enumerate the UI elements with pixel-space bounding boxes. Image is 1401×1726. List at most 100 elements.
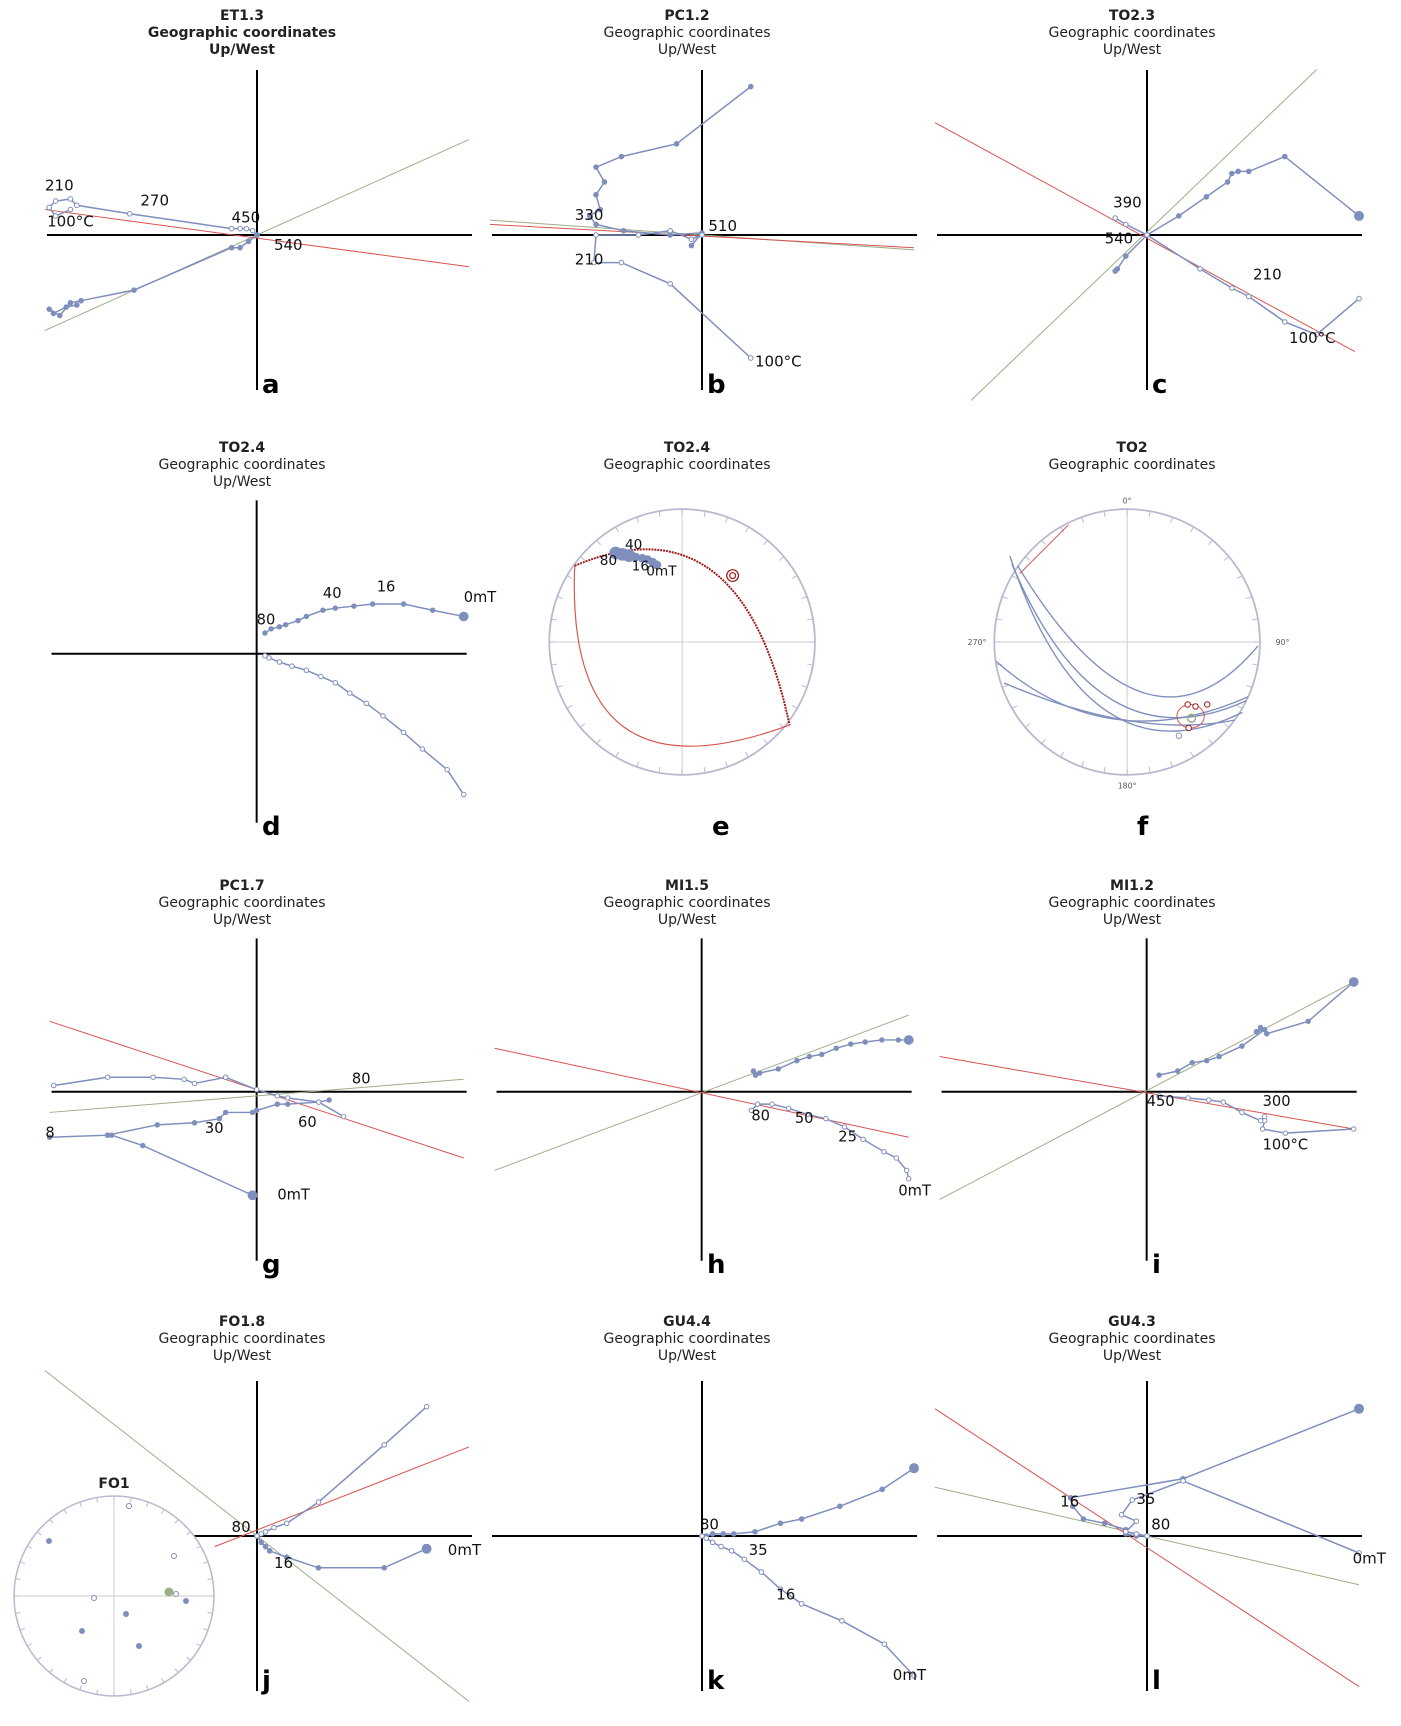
data-point (1118, 1512, 1125, 1518)
data-point (222, 1074, 229, 1080)
data-point (597, 206, 604, 213)
chart-svg: 80 35 16 0mT (492, 1381, 927, 1691)
panel-letter: i (1152, 1250, 1161, 1280)
step-label: 16 (377, 579, 396, 596)
chart-title: GU4.4 (663, 1314, 711, 1330)
net-tick (1011, 705, 1018, 709)
chart-title: GU4.3 (1108, 1314, 1156, 1330)
panel-letter: d (262, 812, 281, 842)
net-tick (1236, 575, 1243, 579)
data-point (1112, 268, 1118, 274)
net-tick (174, 1519, 179, 1524)
data-point (50, 1082, 57, 1089)
data-point (282, 621, 289, 628)
data-point (688, 236, 695, 243)
data-point (1282, 319, 1288, 325)
data-point (140, 1142, 146, 1149)
data-point (1144, 1533, 1150, 1539)
data-point (1245, 168, 1252, 175)
net-tick (96, 1689, 98, 1695)
data-point (419, 746, 426, 752)
pole-point (1175, 732, 1183, 739)
step-label: 80 (352, 1070, 371, 1087)
data-point (1203, 1057, 1210, 1064)
data-point (380, 713, 386, 719)
net-tick (196, 1545, 201, 1549)
net-tick (580, 556, 586, 561)
step-label: 210 (45, 176, 74, 194)
series-line-vertical (750, 1103, 910, 1179)
data-point (794, 1057, 800, 1064)
data-point (1264, 1031, 1270, 1037)
data-point (1235, 168, 1241, 175)
data-point (752, 1072, 759, 1078)
series-line-vertical (1159, 1095, 1354, 1134)
chart-title: ET1.3 (220, 8, 264, 24)
panel-letter: a (262, 370, 280, 400)
data-point (731, 1531, 737, 1537)
step-label: 60 (298, 1114, 317, 1131)
data-point (1220, 1099, 1227, 1105)
data-point (276, 659, 283, 665)
data-point (1156, 1072, 1162, 1078)
data-point (237, 225, 243, 232)
net-tick (130, 1497, 132, 1503)
chart-svg: 300 100°C 450 (939, 938, 1359, 1261)
data-point (879, 1037, 885, 1043)
chart-title: TO2.3 (1108, 8, 1156, 24)
data-point (593, 232, 599, 238)
net-tick (207, 1578, 213, 1580)
pole-point (1203, 701, 1211, 708)
chart-title-block: TO2 Geographic coordinates (912, 440, 1352, 474)
data-point (1229, 285, 1235, 291)
chart-panel-j: FO1.8 Geographic coordinates Up/West 80 0mT 1… (13, 1306, 482, 1716)
data-point (777, 1586, 784, 1592)
data-point (881, 1641, 888, 1647)
panel-letter: j (262, 1666, 271, 1696)
net-tick (596, 539, 601, 546)
data-point (667, 280, 673, 287)
net-tick (615, 751, 620, 758)
data-point (703, 1535, 710, 1541)
data-point (1261, 1026, 1268, 1033)
step-label: 80 (1151, 1516, 1170, 1534)
chart-title: FO1.8 (218, 1314, 266, 1330)
net-tick (1224, 556, 1230, 561)
red-fit-line (44, 209, 470, 268)
net-tick (566, 575, 573, 579)
inset-point (123, 1611, 129, 1617)
red-fit-line (934, 1408, 1360, 1687)
step-label: 35 (749, 1541, 768, 1559)
series-line-horizontal (49, 1099, 330, 1196)
data-point (837, 1503, 843, 1510)
data-point (1354, 1403, 1364, 1414)
coordinate-system-label: Geographic coordinates (603, 895, 771, 911)
coordinate-system-label: Geographic coordinates (1048, 895, 1216, 911)
net-tick (791, 575, 798, 579)
net-tick (27, 1545, 32, 1549)
coordinate-system-label: Geographic coordinates (603, 1331, 771, 1347)
net-tick (1252, 618, 1259, 621)
data-point (688, 242, 695, 249)
data-point (253, 1107, 260, 1114)
net-tick (791, 705, 798, 709)
inset-point (91, 1595, 97, 1601)
data-point (1257, 1024, 1264, 1031)
data-point (741, 1556, 748, 1563)
chart-title: PC1.2 (664, 8, 710, 24)
data-point (709, 1539, 716, 1546)
net-tick (636, 761, 640, 767)
panel-letter: c (1152, 370, 1168, 400)
net-tick (1208, 738, 1213, 745)
data-point (253, 1086, 260, 1093)
data-point (673, 141, 680, 147)
data-point (667, 227, 673, 234)
series-line-vertical (53, 1076, 344, 1118)
data-point (1067, 1495, 1074, 1501)
step-label: 16 (1060, 1492, 1079, 1510)
chart-svg: 16 35 80 0mT (934, 1381, 1387, 1691)
inset-point (173, 1591, 179, 1597)
mean-direction-inner (729, 572, 737, 580)
net-tick (63, 1509, 67, 1514)
net-tick (725, 517, 729, 523)
